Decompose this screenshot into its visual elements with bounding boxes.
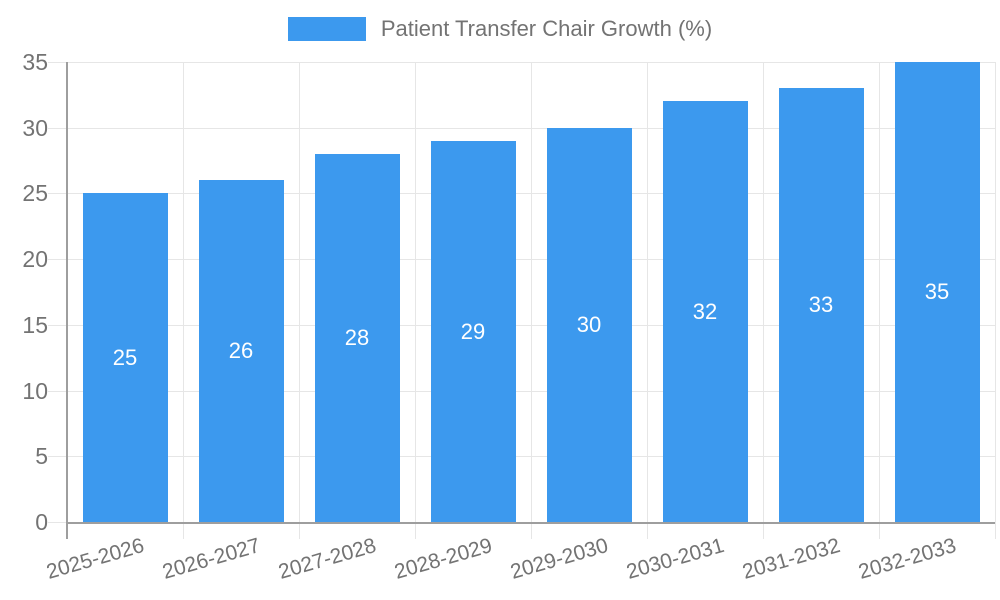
bar-value-label: 26 [228,338,254,363]
bar-value-label: 32 [692,299,718,324]
x-axis-tick-label: 2030-2031 [623,534,727,584]
y-axis-tick [48,456,66,457]
bar[interactable] [779,88,864,522]
bar-value-label: 35 [924,279,950,304]
gridline-vertical [415,62,416,539]
x-axis-line [66,522,995,524]
bar[interactable] [315,154,400,522]
bar-value-label: 25 [112,345,138,370]
bar-value-label: 30 [576,312,602,337]
y-axis-tick-label: 10 [22,378,48,404]
chart-legend[interactable]: Patient Transfer Chair Growth (%) [0,17,1000,41]
x-axis-tick-label: 2029-2030 [507,534,611,584]
gridline-vertical [183,62,184,539]
bar[interactable] [431,141,516,522]
x-axis-tick-label: 2025-2026 [43,534,147,584]
bar[interactable] [895,62,980,522]
y-axis-tick-label: 25 [22,180,48,206]
x-axis-tick-label: 2028-2029 [391,534,495,584]
y-axis-tick [48,259,66,260]
bar[interactable] [663,101,748,522]
y-axis-tick-label: 35 [22,49,48,75]
legend-label: Patient Transfer Chair Growth (%) [380,16,713,41]
y-axis-tick-label: 15 [22,312,48,338]
bar[interactable] [547,128,632,522]
y-axis-tick [48,522,66,523]
bar[interactable] [83,193,168,522]
bar-value-label: 28 [344,325,370,350]
y-axis-tick-label: 30 [22,115,48,141]
gridline-vertical [531,62,532,539]
x-axis-tick-label: 2032-2033 [855,534,959,584]
legend-swatch [287,17,366,41]
gridline-vertical [995,62,996,539]
gridline-vertical [763,62,764,539]
x-axis-tick-label: 2026-2027 [159,534,263,584]
y-axis-tick [48,62,66,63]
x-axis-tick-label: 2027-2028 [275,534,379,584]
y-axis-tick [48,391,66,392]
y-axis-tick [48,325,66,326]
y-axis-tick-label: 5 [35,443,48,469]
y-axis-tick [48,193,66,194]
gridline-vertical [879,62,880,539]
y-axis-tick [48,128,66,129]
x-axis-tick-label: 2031-2032 [739,534,843,584]
gridline-vertical [299,62,300,539]
y-axis-line [66,62,68,539]
bar-value-label: 29 [460,319,486,344]
bar[interactable] [199,180,284,522]
y-axis-tick-label: 0 [35,509,48,535]
gridline-vertical [647,62,648,539]
bar-value-label: 33 [808,292,834,317]
y-axis-tick-label: 20 [22,246,48,272]
